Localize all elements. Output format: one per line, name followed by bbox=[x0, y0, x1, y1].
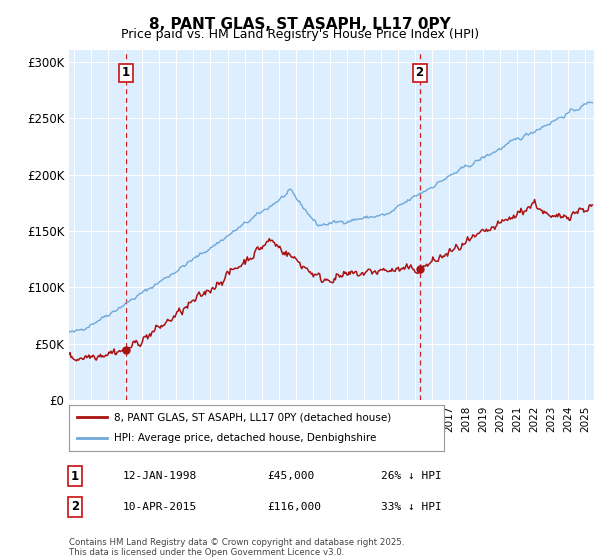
Text: 1: 1 bbox=[122, 67, 130, 80]
Text: 2: 2 bbox=[416, 67, 424, 80]
Text: Price paid vs. HM Land Registry's House Price Index (HPI): Price paid vs. HM Land Registry's House … bbox=[121, 28, 479, 41]
Text: HPI: Average price, detached house, Denbighshire: HPI: Average price, detached house, Denb… bbox=[114, 433, 376, 444]
Text: Contains HM Land Registry data © Crown copyright and database right 2025.
This d: Contains HM Land Registry data © Crown c… bbox=[69, 538, 404, 557]
Text: 12-JAN-1998: 12-JAN-1998 bbox=[123, 471, 197, 481]
Text: £116,000: £116,000 bbox=[267, 502, 321, 512]
Text: 33% ↓ HPI: 33% ↓ HPI bbox=[381, 502, 442, 512]
Text: 1: 1 bbox=[71, 469, 79, 483]
Text: 8, PANT GLAS, ST ASAPH, LL17 0PY: 8, PANT GLAS, ST ASAPH, LL17 0PY bbox=[149, 17, 451, 32]
Text: 2: 2 bbox=[71, 500, 79, 514]
Text: 26% ↓ HPI: 26% ↓ HPI bbox=[381, 471, 442, 481]
Text: 8, PANT GLAS, ST ASAPH, LL17 0PY (detached house): 8, PANT GLAS, ST ASAPH, LL17 0PY (detach… bbox=[114, 412, 391, 422]
Text: 10-APR-2015: 10-APR-2015 bbox=[123, 502, 197, 512]
Text: £45,000: £45,000 bbox=[267, 471, 314, 481]
